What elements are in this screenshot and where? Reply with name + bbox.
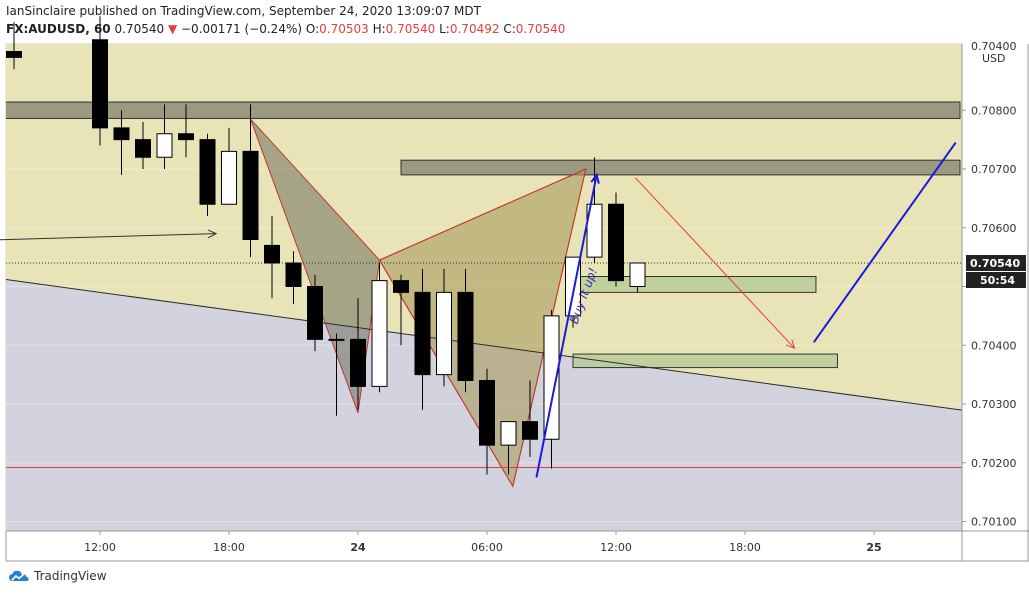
projection-arrowhead	[590, 172, 600, 184]
y-tick-label-partial: 0.70400	[971, 40, 1017, 53]
low-label: L:	[439, 22, 450, 36]
candle-body	[6, 51, 22, 58]
candle-body	[629, 262, 646, 287]
candle-body	[457, 291, 474, 381]
open-value: 0.70503	[319, 22, 369, 36]
candle-body	[221, 150, 237, 205]
x-tick-label: 18:00	[729, 541, 761, 554]
low-value: 0.70492	[449, 22, 500, 36]
published-info: IanSinclaire published on TradingView.co…	[6, 4, 481, 18]
zone-box	[572, 353, 838, 369]
x-tick-label: 06:00	[471, 541, 503, 554]
candle-body	[522, 421, 538, 440]
x-tick-label: 24	[350, 541, 366, 554]
candle-body	[199, 139, 216, 205]
projection-arrowhead	[207, 229, 218, 239]
tradingview-branding: TradingView	[8, 569, 107, 583]
candle-body	[242, 150, 259, 240]
candle-body	[307, 286, 323, 340]
candle-body	[264, 244, 280, 264]
projection-arrowhead	[785, 339, 796, 350]
projection-line	[812, 141, 957, 343]
candle-body	[500, 421, 517, 446]
high-value: 0.70540	[385, 22, 436, 36]
tradingview-cloud-icon	[9, 570, 29, 582]
currency-label: USD	[982, 52, 1006, 65]
zone-box	[400, 159, 961, 176]
tradingview-name: TradingView	[34, 569, 107, 583]
candle-body	[586, 203, 603, 258]
candle-body	[285, 262, 302, 287]
high-label: H:	[372, 22, 386, 36]
symbol-line: FX:AUDUSD, 60 0.70540 ▼ −0.00171 (−0.24%…	[6, 22, 565, 36]
candle-body	[414, 291, 431, 376]
price-tag-label: 0.70540	[970, 257, 1020, 270]
candle-body	[113, 127, 130, 141]
price-change: −0.00171 (−0.24%)	[181, 22, 303, 36]
countdown-label: 50:54	[980, 274, 1015, 287]
x-tick-label: 25	[866, 541, 881, 554]
change-arrow-icon: ▼	[167, 22, 178, 36]
y-tick-label: 0.70600	[971, 222, 1017, 235]
zone-box	[6, 101, 961, 119]
projection-line	[0, 233, 217, 241]
x-tick-label: 12:00	[84, 541, 116, 554]
x-tick-label: 12:00	[600, 541, 632, 554]
close-value: 0.70540	[515, 22, 566, 36]
candle-body	[135, 139, 151, 158]
candle-body	[608, 203, 624, 282]
y-tick-label: 0.70700	[971, 163, 1017, 176]
candle-body	[436, 291, 452, 376]
x-tick-label: 18:00	[213, 541, 245, 554]
candle-body	[156, 133, 173, 158]
candle-body	[371, 280, 388, 387]
candle-body	[543, 315, 560, 440]
candle-body	[479, 380, 495, 446]
y-tick-label: 0.70800	[971, 104, 1017, 117]
trendline	[5, 279, 963, 411]
candle-body	[393, 280, 409, 293]
price-tag-box	[966, 255, 1026, 271]
close-label: C:	[503, 22, 516, 36]
projection-line	[634, 177, 795, 349]
countdown-box	[966, 272, 1026, 288]
y-tick-label: 0.70100	[971, 516, 1017, 529]
candle-body	[350, 338, 366, 387]
candle-body	[178, 133, 194, 141]
projection-line	[535, 174, 598, 478]
y-tick-label: 0.70400	[971, 339, 1017, 352]
candle-body	[328, 338, 345, 341]
symbol-name: FX:AUDUSD, 60	[6, 22, 111, 36]
candle-body	[92, 39, 108, 129]
harmonic-triangle-1	[250, 118, 381, 413]
open-label: O:	[305, 22, 320, 36]
last-price: 0.70540	[114, 22, 165, 36]
y-tick-label: 0.70300	[971, 398, 1017, 411]
y-tick-label: 0.70200	[971, 457, 1017, 470]
